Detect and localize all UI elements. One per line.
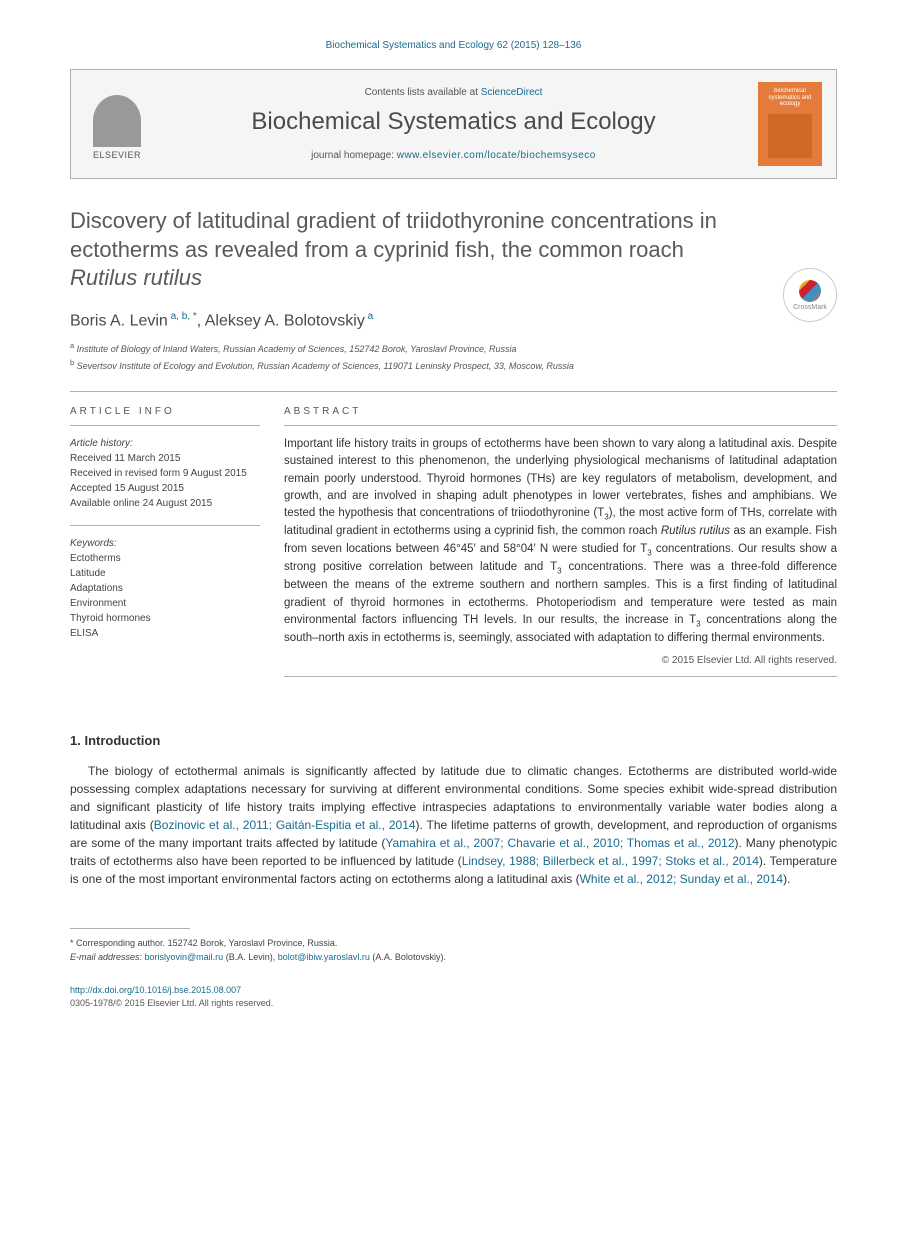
email-1-link[interactable]: borislyovin@mail.ru bbox=[145, 952, 224, 962]
doi-block: http://dx.doi.org/10.1016/j.bse.2015.08.… bbox=[70, 976, 837, 1009]
keyword-6: ELISA bbox=[70, 626, 260, 641]
affil-b-text: Severtsov Institute of Ecology and Evolu… bbox=[74, 361, 574, 371]
author-1-name: Boris A. Levin bbox=[70, 312, 168, 329]
keywords-heading: Keywords: bbox=[70, 536, 260, 551]
abstract-column: ABSTRACT Important life history traits i… bbox=[284, 406, 837, 687]
email-2-who: (A.A. Bolotovskiy). bbox=[370, 952, 446, 962]
intro-seg-5: ). bbox=[783, 872, 790, 886]
doi-link[interactable]: http://dx.doi.org/10.1016/j.bse.2015.08.… bbox=[70, 984, 837, 997]
elsevier-logo[interactable]: ELSEVIER bbox=[85, 88, 149, 160]
email-2-link[interactable]: bolot@ibiw.yaroslavl.ru bbox=[278, 952, 370, 962]
keyword-1: Ectotherms bbox=[70, 551, 260, 566]
title-species: Rutilus rutilus bbox=[70, 265, 202, 290]
intro-paragraph-1: The biology of ectothermal animals is si… bbox=[70, 762, 837, 888]
abstract-divider bbox=[284, 425, 837, 426]
revised-date: Received in revised form 9 August 2015 bbox=[70, 466, 260, 481]
cover-title-text: biochemical systematics and ecology bbox=[762, 88, 818, 108]
abstract-copyright: © 2015 Elsevier Ltd. All rights reserved… bbox=[284, 655, 837, 666]
keyword-3: Adaptations bbox=[70, 581, 260, 596]
abstract-bottom-divider bbox=[284, 676, 837, 677]
abstract-heading: ABSTRACT bbox=[284, 406, 837, 417]
title-text: Discovery of latitudinal gradient of tri… bbox=[70, 208, 717, 262]
author-1-affil-marks: a, b, * bbox=[168, 311, 197, 322]
affiliation-b: b Severtsov Institute of Ecology and Evo… bbox=[70, 357, 837, 374]
corr-label: * Corresponding author. bbox=[70, 938, 168, 948]
authors-line: Boris A. Levin a, b, *, Aleksey A. Bolot… bbox=[70, 311, 837, 330]
issn-copyright: 0305-1978/© 2015 Elsevier Ltd. All right… bbox=[70, 997, 837, 1010]
keyword-5: Thyroid hormones bbox=[70, 611, 260, 626]
intro-ref-3[interactable]: Lindsey, 1988; Billerbeck et al., 1997; … bbox=[462, 854, 759, 868]
contents-prefix: Contents lists available at bbox=[365, 87, 481, 98]
info-divider-2 bbox=[70, 525, 260, 526]
crossmark-badge[interactable]: CrossMark bbox=[783, 268, 837, 322]
intro-ref-4[interactable]: White et al., 2012; Sunday et al., 2014 bbox=[580, 872, 783, 886]
received-date: Received 11 March 2015 bbox=[70, 451, 260, 466]
article-info-heading: ARTICLE INFO bbox=[70, 406, 260, 417]
corr-text: 152742 Borok, Yaroslavl Province, Russia… bbox=[168, 938, 338, 948]
journal-cover-thumbnail[interactable]: biochemical systematics and ecology bbox=[758, 82, 822, 166]
article-info-column: ARTICLE INFO Article history: Received 1… bbox=[70, 406, 260, 687]
info-divider-1 bbox=[70, 425, 260, 426]
author-2-affil-marks: a bbox=[365, 311, 373, 322]
author-2-name: Aleksey A. Bolotovskiy bbox=[205, 312, 365, 329]
journal-header-box: ELSEVIER Contents lists available at Sci… bbox=[70, 69, 837, 179]
article-history-block: Article history: Received 11 March 2015 … bbox=[70, 436, 260, 511]
intro-heading: 1. Introduction bbox=[70, 733, 837, 748]
homepage-prefix: journal homepage: bbox=[311, 150, 397, 161]
footnote-separator bbox=[70, 928, 190, 929]
journal-homepage-line: journal homepage: www.elsevier.com/locat… bbox=[165, 150, 742, 161]
keyword-2: Latitude bbox=[70, 566, 260, 581]
intro-ref-1[interactable]: Bozinovic et al., 2011; Gaitán-Espitia e… bbox=[154, 818, 416, 832]
email-addresses-note: E-mail addresses: borislyovin@mail.ru (B… bbox=[70, 951, 837, 965]
article-title: Discovery of latitudinal gradient of tri… bbox=[70, 207, 837, 293]
affiliations-block: a Institute of Biology of Inland Waters,… bbox=[70, 340, 837, 373]
elsevier-tree-icon bbox=[93, 95, 141, 147]
email-label: E-mail addresses: bbox=[70, 952, 145, 962]
online-date: Available online 24 August 2015 bbox=[70, 496, 260, 511]
keyword-4: Environment bbox=[70, 596, 260, 611]
intro-ref-2[interactable]: Yamahira et al., 2007; Chavarie et al., … bbox=[385, 836, 734, 850]
elsevier-brand-text: ELSEVIER bbox=[93, 150, 141, 160]
divider-top bbox=[70, 391, 837, 392]
author-separator: , bbox=[197, 312, 205, 329]
journal-name: Biochemical Systematics and Ecology bbox=[165, 108, 742, 136]
email-1-who: (B.A. Levin), bbox=[223, 952, 278, 962]
accepted-date: Accepted 15 August 2015 bbox=[70, 481, 260, 496]
keywords-block: Keywords: Ectotherms Latitude Adaptation… bbox=[70, 536, 260, 641]
abs-species: Rutilus rutilus bbox=[661, 525, 730, 537]
homepage-link[interactable]: www.elsevier.com/locate/biochemsyseco bbox=[397, 150, 596, 161]
contents-available-line: Contents lists available at ScienceDirec… bbox=[165, 87, 742, 98]
abstract-text: Important life history traits in groups … bbox=[284, 436, 837, 647]
affil-a-text: Institute of Biology of Inland Waters, R… bbox=[74, 344, 516, 354]
crossmark-label: CrossMark bbox=[793, 304, 827, 311]
history-heading: Article history: bbox=[70, 436, 260, 451]
sciencedirect-link[interactable]: ScienceDirect bbox=[481, 87, 543, 98]
citation-header: Biochemical Systematics and Ecology 62 (… bbox=[70, 40, 837, 51]
affiliation-a: a Institute of Biology of Inland Waters,… bbox=[70, 340, 837, 357]
corresponding-author-note: * Corresponding author. 152742 Borok, Ya… bbox=[70, 937, 837, 951]
cover-image-icon bbox=[768, 114, 812, 158]
crossmark-icon bbox=[799, 280, 821, 302]
